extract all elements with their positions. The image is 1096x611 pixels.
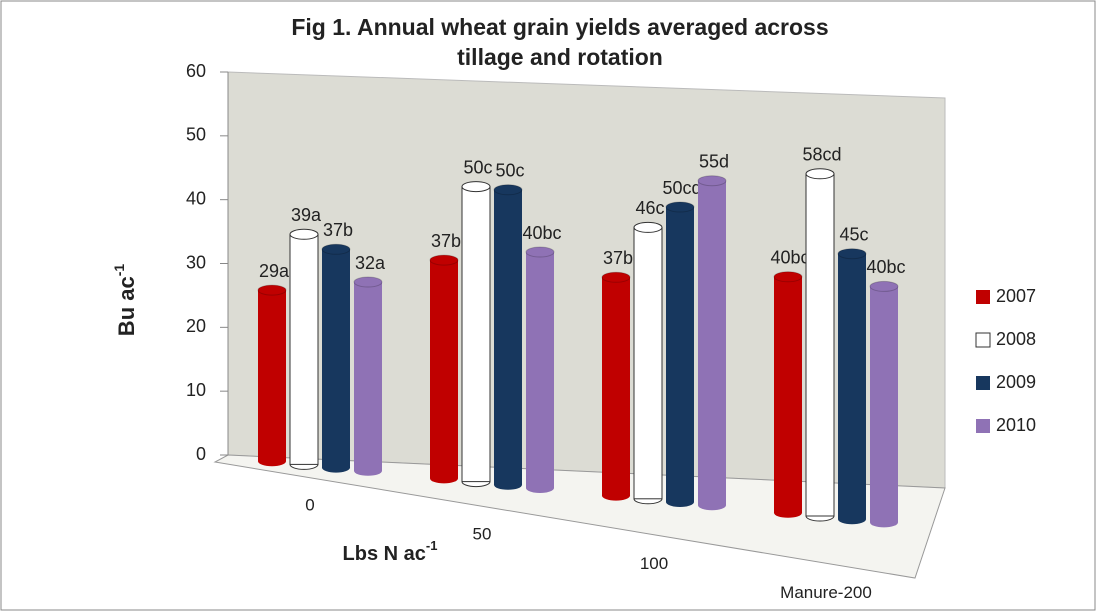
value-label: 58cd: [802, 145, 841, 165]
bar-top: [353, 276, 383, 288]
bar-top: [837, 248, 867, 260]
bar: [461, 186, 491, 483]
bar: [430, 260, 458, 479]
y-axis-label: Bu ac-1: [111, 264, 139, 337]
bar: [494, 189, 522, 485]
y-label-sup: -1: [111, 264, 127, 277]
bar-top: [697, 175, 727, 187]
chart-title: Fig 1. Annual wheat grain yields average…: [291, 14, 829, 70]
bar-top: [869, 280, 899, 292]
value-label: 29a: [259, 261, 290, 281]
value-label: 40bc: [522, 223, 561, 243]
bar: [666, 207, 694, 502]
value-label: 37b: [323, 220, 353, 240]
bar: [289, 233, 319, 465]
bar: [774, 276, 802, 513]
y-tick-label: 20: [186, 316, 206, 336]
legend-label: 2008: [996, 329, 1036, 349]
bar: [322, 249, 350, 468]
bar-top: [805, 168, 835, 180]
y-tick-label: 60: [186, 61, 206, 81]
legend-label: 2009: [996, 372, 1036, 392]
value-label: 55d: [699, 151, 729, 171]
legend-label: 2007: [996, 286, 1036, 306]
value-label: 50c: [495, 161, 524, 181]
bar-top: [461, 181, 491, 193]
bar-top: [525, 246, 555, 258]
bar-top: [429, 254, 459, 266]
bar: [838, 253, 866, 520]
y-tick-label: 30: [186, 252, 206, 272]
bar-top: [773, 271, 803, 283]
legend-label: 2010: [996, 415, 1036, 435]
legend-swatch: [975, 332, 991, 348]
value-label: 50c: [463, 157, 492, 177]
legend-swatch: [976, 290, 990, 304]
x-label-sup: -1: [426, 538, 438, 553]
value-label: 37b: [431, 231, 461, 251]
value-label: 32a: [355, 253, 386, 273]
bar: [354, 282, 382, 471]
value-label: 37b: [603, 248, 633, 268]
bar: [633, 226, 663, 500]
y-label-text: Bu ac: [114, 276, 139, 336]
bar-top: [289, 228, 319, 240]
x-tick-label: Manure-200: [780, 583, 872, 602]
x-tick-label: 100: [640, 554, 668, 573]
x-label-text: Lbs N ac: [343, 543, 426, 565]
bar-top: [665, 201, 695, 213]
bar-top: [601, 271, 631, 283]
value-label: 40bc: [866, 257, 905, 277]
value-label: 40bc: [770, 248, 809, 268]
y-tick-label: 0: [196, 444, 206, 464]
bar-top: [493, 184, 523, 196]
x-tick-label: 0: [305, 495, 314, 514]
legend-swatch: [976, 419, 990, 433]
value-label: 50cd: [662, 178, 701, 198]
bar: [805, 173, 835, 517]
bar-top: [257, 284, 287, 296]
bar: [526, 252, 554, 488]
bar: [870, 286, 898, 523]
legend-swatch: [976, 376, 990, 390]
x-tick-label: 50: [473, 525, 492, 544]
bar-top: [321, 243, 351, 255]
bar: [698, 180, 726, 506]
y-tick-label: 40: [186, 188, 206, 208]
y-tick-label: 50: [186, 125, 206, 145]
bar-top: [633, 221, 663, 233]
bar: [258, 290, 286, 462]
bar: [602, 277, 630, 496]
y-tick-label: 10: [186, 380, 206, 400]
value-label: 45c: [839, 224, 868, 244]
value-label: 46c: [635, 198, 664, 218]
value-label: 39a: [291, 205, 322, 225]
x-axis-label: Lbs N ac-1: [343, 538, 438, 565]
